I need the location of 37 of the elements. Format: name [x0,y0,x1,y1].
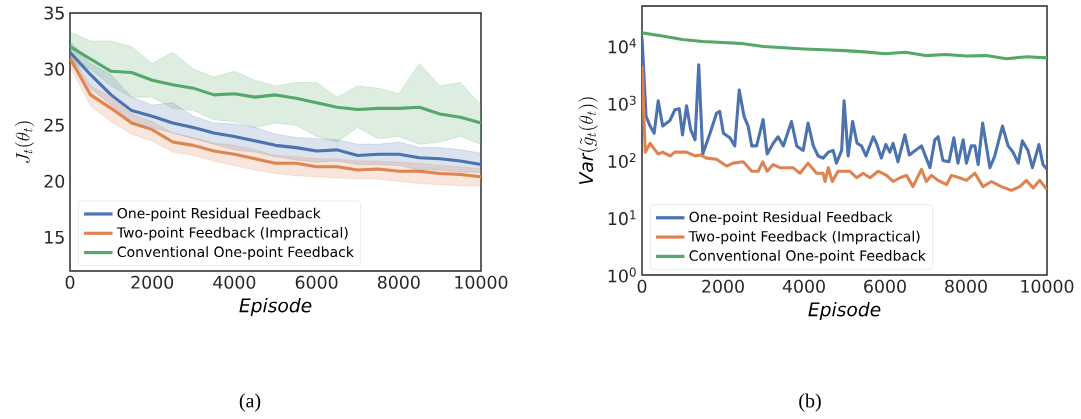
y-tick-label: 30 [44,62,65,76]
x-tick-label: 10000 [455,275,508,289]
y-tick-label: 35 [44,6,64,20]
text: (a) [239,393,261,412]
legend-label: One-point Residual Feedback [689,211,893,225]
y-axis-title: $J_t(\theta_t)$ [14,121,35,163]
line-series [642,31,1047,61]
y-tick-label: 10$^{4}$ [608,38,636,54]
x-tick-label: 6000 [295,275,338,289]
text: (b) [799,393,821,412]
y-tick-label: 10$^{1}$ [608,210,636,226]
legend-label: Conventional One-point Feedback [117,246,354,260]
x-tick-label: 6000 [864,279,906,293]
y-tick-label: 25 [44,118,64,132]
x-tick-label: 10000 [1021,279,1074,293]
legend-label: Conventional One-point Feedback [689,250,926,264]
x-tick-label: 8000 [945,279,987,293]
legend-label: One-point Residual Feedback [117,207,321,222]
x-axis-title: Episode [239,297,312,317]
y-tick-label: 20 [44,174,65,188]
x-tick-label: 0 [65,275,75,289]
y-tick-label: 10$^{0}$ [608,267,636,283]
x-axis-title: Episode [808,301,881,321]
x-tick-label: 4000 [213,275,256,289]
x-tick-label: 8000 [377,275,420,289]
legend-label: Two-point Feedback (Impractical) [116,226,348,241]
legend-label: Two-point Feedback (Impractical) [688,230,920,245]
x-tick-label: 2000 [702,279,744,293]
y-tick-label: 10$^{2}$ [608,152,636,169]
y-tick-label: 15 [45,230,64,244]
x-tick-label: 4000 [782,279,825,293]
x-tick-label: 0 [637,279,647,293]
line-series [70,45,482,125]
line-series [642,36,1047,171]
y-tick-label: 10$^{3}$ [608,95,636,111]
y-axis-title: $\mathit{Var}(\tilde{g}_t(\theta_t))$ [578,97,598,184]
x-tick-label: 2000 [131,275,174,289]
